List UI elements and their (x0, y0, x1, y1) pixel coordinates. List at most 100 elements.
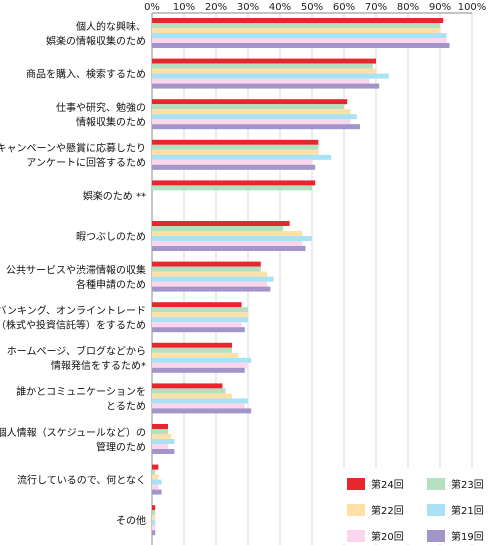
bar (152, 226, 284, 231)
bar (152, 139, 319, 145)
bar (152, 393, 232, 399)
x-tick-label: 90% (429, 2, 451, 13)
bar (152, 312, 248, 318)
category-label: 誰かとコミュニケーションを (16, 385, 146, 398)
bar (152, 58, 376, 64)
bar (152, 154, 332, 160)
bar (152, 510, 156, 516)
bar (152, 403, 245, 409)
category-label: 情報収集のため (76, 115, 146, 128)
bar (152, 444, 168, 449)
bar (152, 180, 316, 186)
x-tick-label: 70% (365, 2, 387, 13)
legend-swatch (427, 530, 445, 542)
bar (152, 530, 156, 536)
bar (152, 424, 168, 429)
category-label: アンケートに回答するため (26, 156, 146, 169)
category-label: 公共サービスや渋滞情報の収集 (6, 263, 146, 276)
legend-label: 第22回 (371, 504, 404, 517)
bar (152, 322, 242, 328)
category-label: キャンペーンや懸賞に応募したり (0, 142, 146, 155)
bar (152, 489, 162, 495)
bar (152, 520, 156, 526)
bar (152, 383, 223, 389)
bar (152, 449, 175, 454)
bar (152, 144, 319, 150)
legend-label: 第23回 (451, 478, 484, 491)
bar (152, 23, 440, 28)
category-label: 管理のため (96, 440, 146, 453)
bar (152, 185, 312, 191)
bar (152, 266, 261, 272)
bar (152, 317, 248, 323)
bar (152, 439, 175, 444)
x-tick-label: 30% (237, 2, 259, 13)
bar (152, 302, 242, 308)
category-label: 娯楽のため ** (83, 189, 146, 202)
category-label: 個人情報（スケジュールなど）の (0, 426, 146, 439)
bar (152, 114, 357, 120)
bar (152, 469, 156, 475)
bar (152, 38, 447, 43)
category-label: 情報発信をするため* (51, 359, 146, 372)
bar (152, 231, 303, 236)
bar (152, 464, 159, 470)
legend-label: 第24回 (371, 478, 404, 491)
bar (152, 367, 245, 373)
bar (152, 271, 268, 277)
category-label: 流行しているので、何となく (17, 474, 146, 487)
bar (152, 429, 168, 434)
x-tick-label: 50% (301, 2, 323, 13)
x-tick-label: 40% (269, 2, 291, 13)
bar (152, 327, 245, 333)
bar (152, 525, 156, 531)
bar (152, 398, 248, 404)
category-label: 娯楽の情報収集のため (46, 34, 146, 47)
bar (152, 505, 156, 511)
category-label: 各種申請のため (76, 278, 146, 291)
category-label: 個人的な興味、 (76, 20, 146, 33)
bar (152, 63, 373, 69)
bar (152, 73, 389, 79)
bar (152, 28, 440, 33)
bar (152, 99, 348, 105)
legend-label: 第21回 (451, 504, 484, 517)
category-label: 商品を購入、検索するため (26, 68, 146, 81)
bar (152, 484, 159, 490)
category-label: 暇つぶしのため (76, 231, 146, 243)
bar (152, 474, 159, 480)
bar (152, 388, 226, 394)
bar (152, 347, 232, 353)
x-tick-label: 10% (173, 2, 195, 13)
bar (152, 159, 312, 165)
bar (152, 479, 162, 485)
legend-label: 第19回 (451, 530, 484, 543)
x-tick-label: 60% (333, 2, 355, 13)
bar (152, 276, 274, 282)
bar (152, 241, 303, 246)
legend-label: 第20回 (371, 530, 404, 543)
bar (152, 43, 450, 48)
bar (152, 221, 290, 226)
bar (152, 109, 351, 115)
x-tick-label: 100% (458, 2, 487, 13)
bar (152, 68, 376, 74)
x-tick-label: 0% (144, 2, 160, 13)
bar (152, 261, 261, 267)
legend-swatch (347, 504, 365, 516)
bar (152, 362, 248, 368)
legend-swatch (347, 530, 365, 542)
bar (152, 18, 444, 23)
legend-swatch (347, 478, 365, 490)
bar (152, 342, 232, 348)
bar (152, 149, 319, 155)
bar (152, 246, 306, 251)
x-tick-label: 80% (397, 2, 419, 13)
bar (152, 124, 360, 130)
bar (152, 119, 351, 125)
category-label: （株式や投資信託等）をするため (0, 318, 146, 331)
category-label: その他 (116, 514, 146, 527)
legend-swatch (427, 478, 445, 490)
bar (152, 286, 271, 292)
category-label: 仕事や研究、勉強の (56, 101, 146, 114)
